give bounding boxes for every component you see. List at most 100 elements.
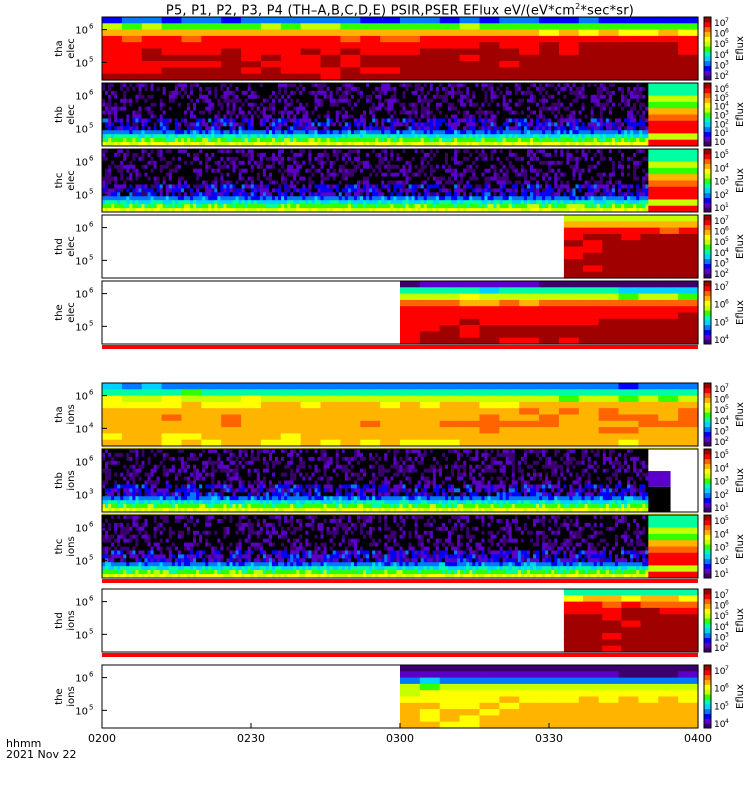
cell [193, 134, 197, 139]
cell [102, 168, 106, 174]
cell [678, 29, 699, 37]
cell [186, 83, 191, 88]
cell [278, 134, 282, 139]
cell [526, 90, 531, 96]
cell [141, 200, 145, 205]
cell [284, 156, 288, 162]
cell [408, 196, 412, 201]
cell [259, 110, 264, 115]
cell [344, 168, 349, 174]
cell [105, 208, 109, 213]
cell [557, 142, 561, 147]
cell [633, 106, 637, 111]
cell [417, 94, 422, 100]
cell [478, 98, 482, 104]
cell [147, 180, 151, 185]
cell [126, 208, 130, 213]
cell [369, 196, 373, 201]
cell [308, 130, 312, 135]
cell [156, 184, 161, 189]
cell [165, 90, 170, 96]
cell [308, 152, 312, 158]
cell [627, 83, 631, 88]
cell [296, 176, 300, 181]
cell [171, 164, 176, 170]
cell [181, 23, 202, 31]
cell [180, 200, 185, 205]
cell [159, 208, 164, 213]
cell [457, 98, 461, 104]
cell [369, 118, 373, 123]
cell [420, 142, 425, 147]
cell [481, 98, 485, 104]
cell [114, 156, 118, 162]
cell [332, 102, 337, 108]
cell [156, 114, 161, 119]
cell [314, 188, 318, 193]
cell [387, 106, 391, 111]
colorbar-tick-exp: 5 [725, 38, 729, 45]
cell [335, 134, 340, 139]
cell [363, 106, 367, 111]
cell [551, 98, 555, 104]
cell [323, 142, 328, 147]
cell [508, 138, 513, 143]
cell [335, 98, 340, 104]
cell [211, 142, 215, 147]
cell [584, 83, 589, 88]
cell [356, 188, 361, 193]
cell [314, 98, 318, 104]
cell [432, 130, 437, 135]
cell [414, 176, 419, 181]
cell [153, 149, 158, 154]
cell [366, 200, 370, 205]
cell [281, 149, 285, 154]
cell [305, 118, 309, 123]
cell [177, 94, 182, 100]
cell [120, 164, 124, 170]
cell [493, 86, 497, 92]
cell [281, 192, 285, 197]
cell [414, 102, 419, 108]
cell [308, 122, 312, 127]
cell [259, 86, 264, 92]
cell [569, 122, 573, 127]
cell [235, 164, 239, 170]
cell [487, 118, 491, 123]
cell [299, 204, 303, 209]
cell [605, 106, 610, 111]
cell [578, 67, 600, 75]
cell [253, 130, 258, 135]
cell [359, 118, 364, 123]
cell [380, 54, 401, 62]
cell [208, 118, 212, 123]
cell [299, 160, 303, 166]
cell [308, 184, 312, 189]
cell [469, 114, 473, 119]
cell [177, 110, 182, 115]
cell [520, 134, 525, 139]
cell [560, 122, 564, 127]
cell [420, 94, 425, 100]
cell [584, 130, 589, 135]
cell [332, 168, 337, 174]
cell [199, 184, 203, 189]
cell [590, 102, 595, 108]
cell [117, 134, 121, 139]
panel-species-label: elec [66, 38, 77, 59]
cell [241, 102, 246, 108]
cell [378, 90, 382, 96]
cell [168, 184, 173, 189]
cell [229, 134, 233, 139]
cell [457, 122, 461, 127]
cell [229, 98, 233, 104]
cell [411, 156, 416, 162]
cell [508, 142, 513, 147]
cell [405, 142, 409, 147]
cell [323, 130, 328, 135]
cell [472, 98, 476, 104]
cell [171, 160, 176, 166]
cell [375, 156, 379, 162]
cell [444, 114, 449, 119]
cell [405, 83, 409, 88]
